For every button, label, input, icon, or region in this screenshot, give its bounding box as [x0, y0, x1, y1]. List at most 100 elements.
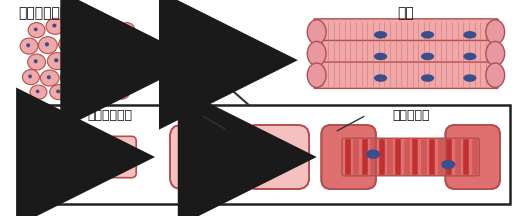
Circle shape — [53, 145, 56, 148]
Ellipse shape — [374, 74, 387, 82]
Circle shape — [107, 151, 110, 154]
Circle shape — [59, 157, 61, 159]
Ellipse shape — [88, 74, 92, 78]
Ellipse shape — [44, 157, 55, 165]
Ellipse shape — [463, 31, 477, 39]
Ellipse shape — [119, 23, 135, 38]
Circle shape — [86, 151, 89, 154]
FancyBboxPatch shape — [321, 125, 376, 189]
Ellipse shape — [126, 75, 130, 79]
Ellipse shape — [39, 37, 57, 54]
Circle shape — [124, 157, 127, 159]
Circle shape — [257, 150, 260, 153]
Ellipse shape — [45, 42, 49, 46]
Ellipse shape — [66, 41, 70, 46]
Circle shape — [282, 157, 285, 160]
Ellipse shape — [421, 53, 434, 60]
Text: 筋肉: 筋肉 — [398, 7, 414, 21]
Circle shape — [257, 157, 260, 160]
Circle shape — [274, 165, 277, 168]
Circle shape — [113, 157, 116, 159]
Circle shape — [266, 157, 268, 160]
Circle shape — [215, 143, 217, 145]
Circle shape — [107, 157, 110, 159]
Ellipse shape — [111, 157, 121, 165]
Circle shape — [42, 157, 44, 159]
Ellipse shape — [34, 59, 38, 63]
Circle shape — [86, 157, 89, 159]
Circle shape — [198, 165, 200, 168]
Circle shape — [119, 162, 122, 165]
Circle shape — [48, 157, 50, 159]
Ellipse shape — [72, 26, 76, 29]
Ellipse shape — [107, 42, 111, 46]
Circle shape — [257, 165, 260, 168]
Ellipse shape — [77, 157, 88, 165]
Circle shape — [232, 150, 234, 153]
Circle shape — [257, 143, 260, 145]
Circle shape — [223, 143, 226, 145]
Ellipse shape — [79, 35, 99, 52]
Circle shape — [53, 151, 56, 154]
Circle shape — [198, 150, 200, 153]
Circle shape — [59, 151, 61, 154]
Circle shape — [92, 157, 94, 159]
Ellipse shape — [85, 18, 103, 34]
Ellipse shape — [113, 85, 130, 99]
Circle shape — [215, 150, 217, 153]
Ellipse shape — [101, 37, 120, 53]
Circle shape — [215, 165, 217, 168]
FancyBboxPatch shape — [314, 40, 498, 67]
Ellipse shape — [421, 31, 434, 39]
Ellipse shape — [120, 37, 137, 53]
Circle shape — [113, 151, 116, 154]
Ellipse shape — [260, 156, 272, 164]
Circle shape — [48, 151, 50, 154]
Circle shape — [223, 165, 226, 168]
Ellipse shape — [69, 52, 89, 69]
FancyBboxPatch shape — [98, 136, 136, 178]
Circle shape — [80, 157, 83, 159]
Circle shape — [42, 162, 44, 165]
Circle shape — [189, 165, 192, 168]
Ellipse shape — [124, 27, 128, 31]
Circle shape — [240, 165, 243, 168]
Ellipse shape — [28, 23, 45, 38]
Ellipse shape — [54, 58, 58, 62]
Ellipse shape — [20, 38, 38, 54]
Circle shape — [282, 165, 285, 168]
Circle shape — [53, 157, 56, 159]
Ellipse shape — [70, 85, 90, 100]
Ellipse shape — [67, 74, 71, 78]
Ellipse shape — [26, 43, 30, 47]
Ellipse shape — [90, 53, 110, 70]
Circle shape — [198, 157, 200, 160]
FancyBboxPatch shape — [314, 19, 498, 45]
FancyBboxPatch shape — [445, 125, 500, 189]
Circle shape — [206, 143, 209, 145]
Ellipse shape — [91, 86, 110, 100]
Circle shape — [80, 151, 83, 154]
Circle shape — [113, 162, 116, 165]
Circle shape — [75, 157, 77, 159]
Ellipse shape — [118, 90, 122, 93]
Circle shape — [124, 151, 127, 154]
Ellipse shape — [50, 85, 69, 100]
Circle shape — [206, 157, 209, 160]
Ellipse shape — [81, 69, 101, 85]
FancyBboxPatch shape — [170, 125, 234, 189]
Ellipse shape — [103, 70, 121, 86]
Circle shape — [86, 162, 89, 165]
Ellipse shape — [441, 160, 455, 169]
Circle shape — [124, 162, 127, 165]
Ellipse shape — [60, 69, 80, 86]
Ellipse shape — [374, 53, 387, 60]
FancyBboxPatch shape — [342, 138, 479, 176]
Text: 成熟: 成熟 — [217, 57, 232, 70]
Text: 筋細胞の融合: 筋細胞の融合 — [87, 109, 132, 122]
Ellipse shape — [40, 70, 59, 86]
Ellipse shape — [307, 63, 326, 87]
Circle shape — [232, 165, 234, 168]
Circle shape — [80, 162, 83, 165]
Ellipse shape — [307, 41, 326, 66]
